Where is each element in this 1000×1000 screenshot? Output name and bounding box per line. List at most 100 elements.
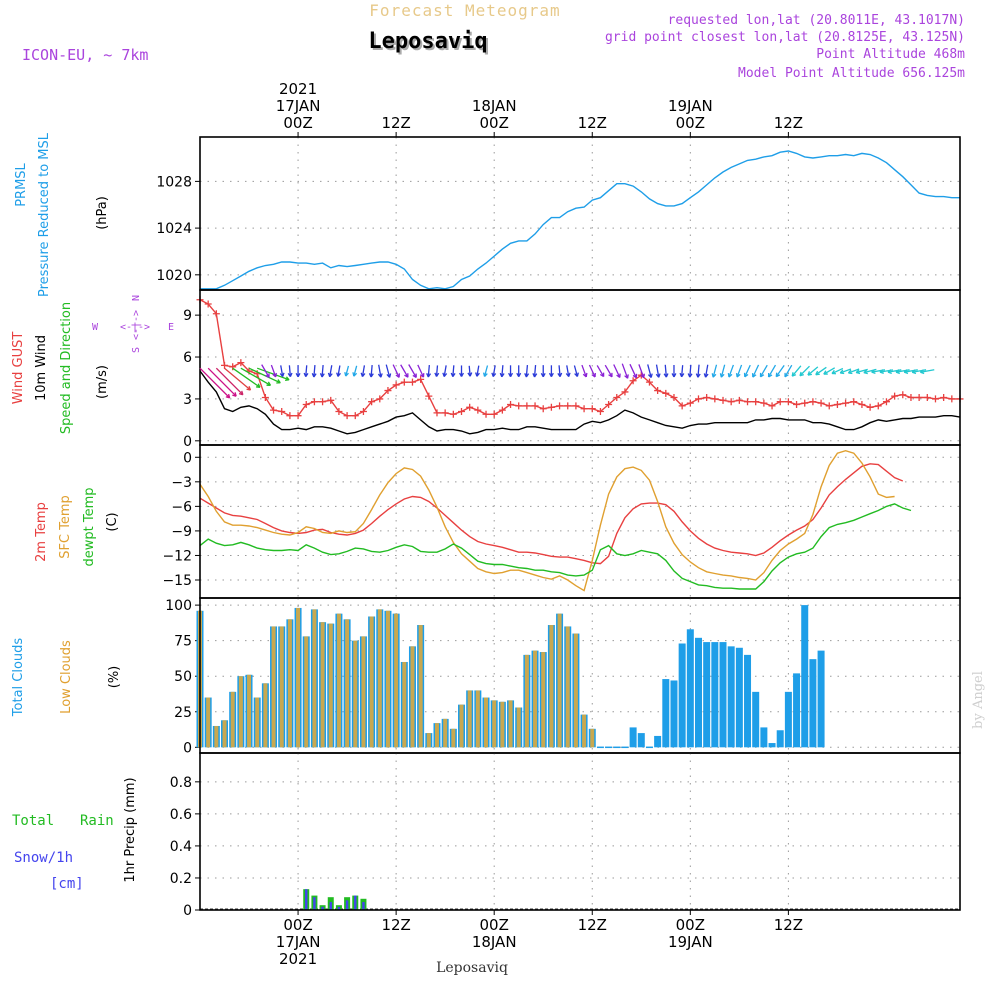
wind-arrow-head bbox=[919, 369, 925, 375]
wind-arrow-head bbox=[360, 372, 366, 378]
gust-marker bbox=[294, 412, 302, 420]
low-cloud-bar bbox=[377, 609, 382, 748]
wind-arrow bbox=[452, 365, 455, 377]
wind-arrow-head bbox=[799, 371, 804, 377]
wind-arrow-head bbox=[279, 372, 285, 378]
wind-arrow-head bbox=[311, 373, 317, 378]
wind-arrow bbox=[199, 367, 231, 399]
snow-unit: [cm] bbox=[50, 876, 84, 892]
time-label: 00Z bbox=[480, 916, 509, 934]
low-cloud-bar bbox=[255, 697, 260, 748]
wind-arrow bbox=[224, 367, 251, 391]
top-title: Forecast Meteogram bbox=[369, 1, 560, 20]
wind-arrow bbox=[261, 364, 270, 378]
gust-marker bbox=[392, 381, 400, 389]
side-labels: PRMSL Pressure Reduced to MSL (hPa) Wind… bbox=[11, 132, 174, 892]
temperature-ytick-label: 0 bbox=[183, 450, 192, 466]
location-title: Leposaviq bbox=[368, 29, 487, 54]
low-cloud-bar bbox=[492, 700, 497, 748]
wind-arrow-head bbox=[276, 379, 281, 384]
low-cloud-bar bbox=[214, 725, 219, 748]
wind-ytick-label: 6 bbox=[183, 350, 192, 366]
wind-arrow-head bbox=[368, 373, 374, 378]
total-rain-label-b: Rain bbox=[80, 813, 114, 829]
gust-marker bbox=[940, 394, 948, 402]
gust-marker bbox=[408, 378, 416, 386]
low-cloud-bar bbox=[508, 700, 513, 748]
total-cloud-bar bbox=[809, 659, 817, 748]
gust-marker bbox=[384, 387, 392, 395]
gust-marker bbox=[686, 399, 694, 407]
wind-arrow-head bbox=[647, 373, 653, 378]
temp-unit: (C) bbox=[105, 512, 120, 531]
wind-arrow-head bbox=[426, 373, 432, 378]
time-label: 12Z bbox=[381, 916, 410, 934]
wind-arrow bbox=[596, 365, 605, 377]
low-cloud-bar bbox=[336, 613, 341, 748]
pressure-label-2: Pressure Reduced to MSL bbox=[37, 132, 52, 297]
wind-arrow-head bbox=[272, 372, 277, 378]
low-cloud-bar bbox=[590, 728, 595, 748]
wind-arrow-head bbox=[624, 374, 629, 379]
wind-arrow-head bbox=[784, 372, 789, 378]
wind-arrow bbox=[613, 364, 621, 378]
gust-marker bbox=[588, 405, 596, 413]
wind-arrow bbox=[408, 364, 417, 378]
temperature-series-sfc bbox=[199, 449, 895, 592]
gust-marker bbox=[719, 396, 727, 404]
low-cloud-bar bbox=[524, 654, 529, 748]
gust-marker bbox=[670, 394, 678, 402]
gust-marker bbox=[572, 402, 580, 410]
wind-arrow bbox=[468, 365, 471, 377]
low-cloud-bar bbox=[533, 650, 538, 748]
footer-location: Leposaviq bbox=[436, 960, 508, 976]
gust-marker bbox=[605, 401, 613, 409]
compass-ns-arrows: <-|-> bbox=[131, 310, 142, 340]
wind-arrow-head bbox=[655, 373, 661, 378]
gust-marker bbox=[842, 399, 850, 407]
time-label: 19JAN bbox=[668, 933, 713, 951]
wind-arrow bbox=[840, 368, 852, 374]
wind-arrow bbox=[799, 365, 810, 377]
gust-marker bbox=[596, 407, 604, 415]
wind-arrow bbox=[791, 365, 802, 377]
wind-arrow-head bbox=[847, 369, 853, 375]
low-cloud-bar bbox=[279, 626, 284, 748]
low-cloud-bar bbox=[475, 690, 480, 748]
wind-arrow bbox=[305, 365, 308, 377]
snow-bar bbox=[354, 895, 357, 910]
snow-bar bbox=[313, 897, 316, 910]
temp2m-label: 2m Temp bbox=[34, 502, 49, 562]
wind-arrow-head bbox=[671, 373, 677, 378]
wind-arrow bbox=[392, 364, 400, 378]
gust-marker bbox=[923, 394, 931, 402]
gust-marker bbox=[727, 398, 735, 406]
total-cloud-bar bbox=[670, 680, 678, 748]
gust-marker bbox=[678, 402, 686, 410]
wind-arrow-head bbox=[887, 369, 892, 375]
gust-marker bbox=[556, 402, 564, 410]
gust-marker bbox=[425, 392, 433, 400]
wind-arrow bbox=[361, 365, 366, 377]
temperature-ytick-label: −9 bbox=[171, 524, 192, 540]
gust-marker bbox=[817, 399, 825, 407]
gust-marker bbox=[547, 403, 555, 411]
low-cloud-bar bbox=[451, 728, 456, 748]
total-cloud-bar bbox=[629, 727, 637, 748]
gust-marker bbox=[621, 388, 629, 396]
wind-arrow bbox=[321, 364, 324, 378]
low-cloud-bar bbox=[467, 690, 472, 748]
gust-marker bbox=[319, 398, 327, 406]
wind-arrow bbox=[848, 368, 860, 374]
point-altitude: Point Altitude 468m bbox=[816, 47, 965, 62]
wind-arrow bbox=[629, 363, 637, 379]
gust-marker bbox=[580, 405, 588, 413]
wind-arrow bbox=[664, 364, 667, 378]
total-cloud-bar bbox=[735, 647, 743, 748]
wind-arrow bbox=[581, 364, 587, 378]
temperature-ytick-label: −15 bbox=[162, 573, 192, 589]
wind-arrow-head bbox=[344, 372, 349, 377]
wind-arrow-head bbox=[574, 372, 579, 377]
wind-arrow bbox=[775, 364, 785, 378]
gust-marker bbox=[915, 394, 923, 402]
